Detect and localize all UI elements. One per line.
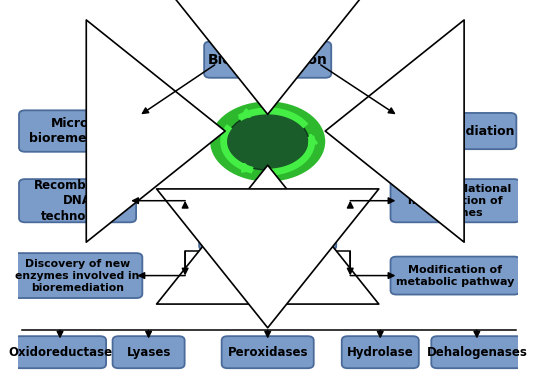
Circle shape [227, 113, 309, 170]
Text: Enzymatic
bioremediation: Enzymatic bioremediation [210, 214, 325, 243]
Text: Phytoremediation: Phytoremediation [390, 125, 516, 138]
Text: Lyases: Lyases [126, 346, 171, 359]
FancyBboxPatch shape [431, 336, 522, 368]
Circle shape [210, 102, 325, 182]
Text: Dehalogenases: Dehalogenases [426, 346, 528, 359]
FancyBboxPatch shape [14, 336, 106, 368]
Text: Discovery of new
enzymes involved in
bioremediation: Discovery of new enzymes involved in bio… [16, 258, 140, 293]
FancyBboxPatch shape [204, 42, 331, 78]
Text: Modification of
metabolic pathway: Modification of metabolic pathway [396, 265, 515, 287]
Text: Bioremediation: Bioremediation [208, 53, 327, 67]
FancyBboxPatch shape [19, 110, 146, 152]
Text: Oxidoreductase: Oxidoreductase [8, 346, 112, 359]
FancyBboxPatch shape [342, 336, 419, 368]
Text: Peroxidases: Peroxidases [227, 346, 308, 359]
Text: Post translational
modification of
enzymes: Post translational modification of enzym… [400, 184, 511, 218]
Text: Microbial
bioremediation: Microbial bioremediation [29, 117, 136, 145]
FancyBboxPatch shape [389, 113, 516, 149]
FancyBboxPatch shape [391, 257, 520, 294]
FancyBboxPatch shape [391, 179, 520, 222]
Text: Recombinant
DNA
technology: Recombinant DNA technology [34, 179, 121, 223]
FancyBboxPatch shape [13, 253, 142, 298]
Text: Hydrolase: Hydrolase [347, 346, 414, 359]
FancyBboxPatch shape [19, 179, 136, 222]
FancyBboxPatch shape [199, 207, 336, 250]
FancyBboxPatch shape [112, 336, 185, 368]
FancyBboxPatch shape [221, 336, 314, 368]
